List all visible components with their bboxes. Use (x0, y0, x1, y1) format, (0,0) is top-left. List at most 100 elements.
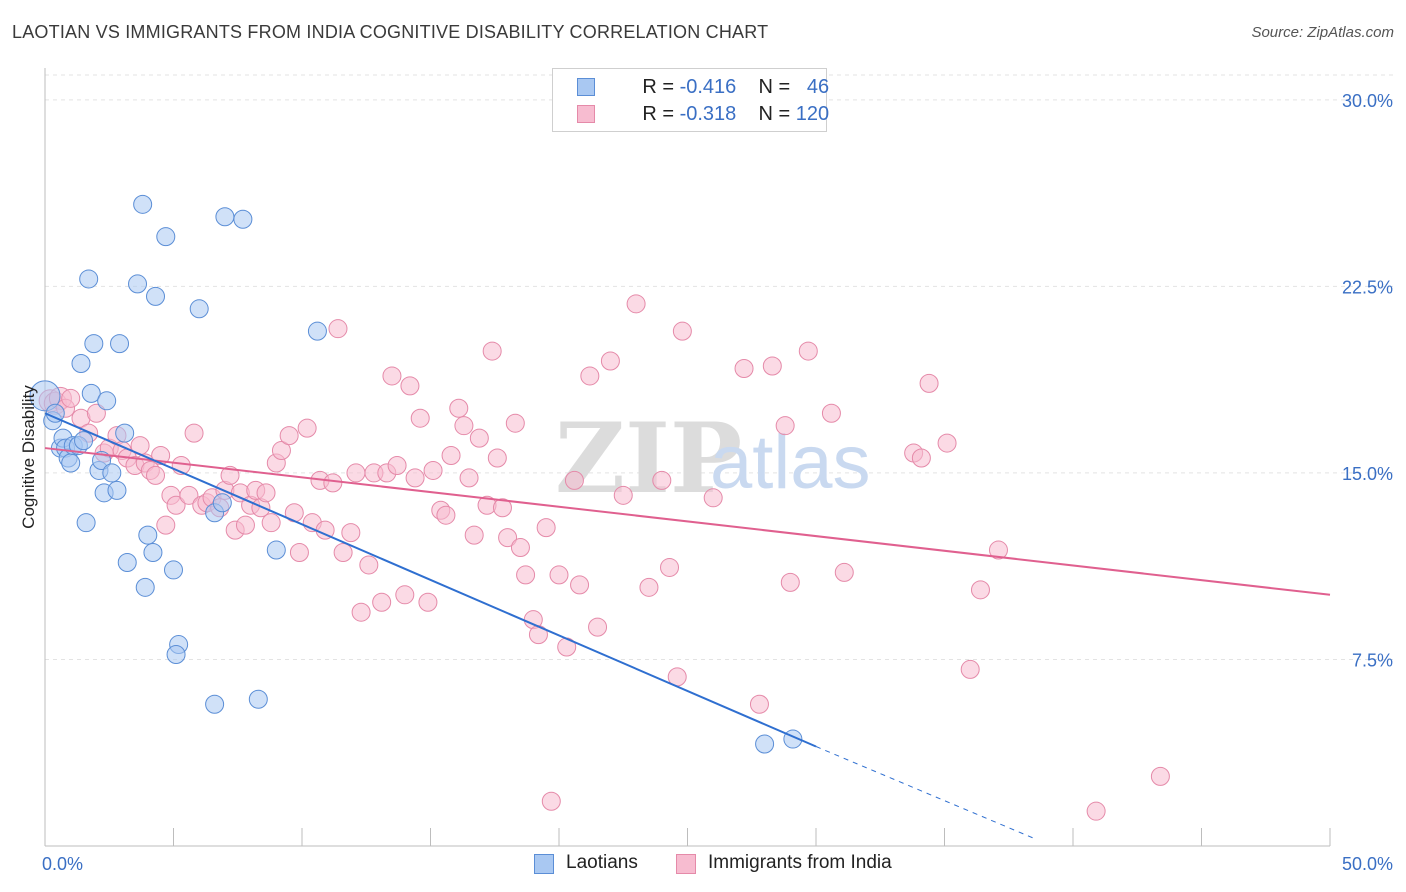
india-point (652, 470, 672, 490)
trend-layer (44, 412, 1331, 839)
points-laotians (29, 194, 803, 754)
laotians-point (61, 453, 81, 473)
laotians-trend-extension (815, 746, 1035, 839)
y-axis-label: Cognitive Disability (19, 385, 38, 529)
india-point (289, 543, 309, 563)
india-point (449, 398, 469, 418)
india-point (780, 572, 800, 592)
laotians-point (71, 354, 91, 374)
india-point (333, 543, 353, 563)
india-point (405, 468, 425, 488)
india-point (387, 455, 407, 475)
laotians-point (156, 227, 176, 247)
laotians-point (115, 423, 135, 443)
laotians-point (755, 734, 775, 754)
india-point (911, 448, 931, 468)
laotians-legend-swatch (534, 854, 554, 874)
india-point (492, 498, 512, 518)
india-point (382, 366, 402, 386)
india-legend-swatch (676, 854, 696, 874)
india-point (821, 403, 841, 423)
laotians-point (102, 463, 122, 483)
india-point (372, 592, 392, 612)
india-trend-line (44, 447, 1331, 596)
india-point (261, 513, 281, 533)
laotians-point (110, 334, 130, 354)
india-point (498, 528, 518, 548)
laotians-point (146, 286, 166, 306)
laotians-point (212, 493, 232, 513)
india-point (970, 580, 990, 600)
chart-title: LAOTIAN VS IMMIGRANTS FROM INDIA COGNITI… (12, 22, 769, 42)
india-point (351, 602, 371, 622)
source-credit: Source: ZipAtlas.com (1251, 24, 1394, 41)
india-point (459, 468, 479, 488)
legend-n-label: N = (758, 102, 791, 125)
correlation-legend: R = -0.416 N = 46 R = -0.318 N = 120 (552, 68, 830, 132)
laotians-point (81, 383, 101, 403)
india-point (703, 488, 723, 508)
labels-layer: 7.5% 15.0% 22.5% 30.0% 0.0% 50.0% Cognitive Di… (19, 91, 1393, 874)
india-point (626, 294, 646, 314)
legend-r-value: -0.416 (679, 75, 737, 98)
india-point (400, 376, 420, 396)
india-point (418, 592, 438, 612)
india-point (536, 518, 556, 538)
india-point (762, 356, 782, 376)
laotians-point (143, 543, 163, 563)
india-point (436, 505, 456, 525)
laotians-point (133, 194, 153, 214)
laotians-point (215, 207, 235, 227)
y-tick-label: 30.0% (1342, 91, 1393, 111)
legend-r-label: R = (642, 75, 675, 98)
india-point (297, 418, 317, 438)
legend-r-label: R = (642, 102, 675, 125)
india-point (235, 515, 255, 535)
laotians-trend-line (44, 412, 817, 748)
india-point (988, 540, 1008, 560)
india-point (505, 413, 525, 433)
india-point (549, 565, 569, 585)
india-point (749, 694, 769, 714)
india-point (179, 485, 199, 505)
y-tick-label: 7.5% (1352, 650, 1393, 670)
axis-layer (44, 68, 1331, 847)
laotians-point (135, 577, 155, 597)
india-point (410, 408, 430, 428)
india-point (346, 463, 366, 483)
laotians-point (74, 431, 94, 451)
india-point (660, 557, 680, 577)
india-point (541, 791, 561, 811)
legend-r-value: -0.318 (679, 102, 737, 125)
laotians-point (79, 269, 99, 289)
india-point (937, 433, 957, 453)
india-point (775, 416, 795, 436)
india-point (395, 585, 415, 605)
india-point (86, 403, 106, 423)
india-point (798, 341, 818, 361)
laotians-swatch (577, 78, 595, 96)
points-india (38, 294, 1170, 821)
laotians-point (166, 644, 186, 664)
legend-n-value: 120 (795, 102, 830, 125)
india-point (834, 562, 854, 582)
india-point (672, 321, 692, 341)
india-point (441, 446, 461, 466)
india-point (919, 373, 939, 393)
laotians-point (138, 525, 158, 545)
y-tick-label: 15.0% (1342, 464, 1393, 484)
india-point (570, 575, 590, 595)
india-point (482, 341, 502, 361)
india-point (613, 485, 633, 505)
india-point (1086, 801, 1106, 821)
legend-n-label: N = (758, 75, 791, 98)
india-swatch (577, 105, 595, 123)
laotians-point (76, 513, 96, 533)
india-point (516, 565, 536, 585)
india-point (256, 483, 276, 503)
india-point (323, 473, 343, 493)
india-point (328, 319, 348, 339)
india-point (464, 525, 484, 545)
india-point (220, 465, 240, 485)
